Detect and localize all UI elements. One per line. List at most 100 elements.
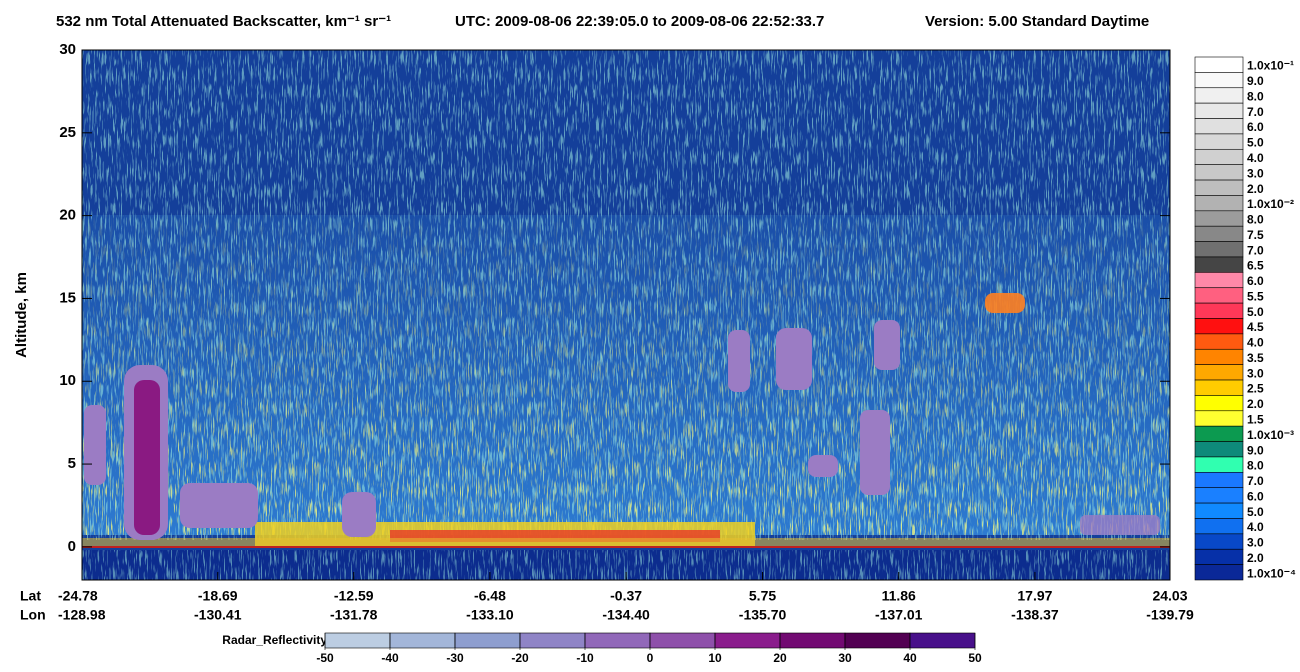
- radar-tick-label: 30: [838, 651, 852, 665]
- y-tick-label: 20: [59, 207, 76, 224]
- colorbar-swatch: [1194, 118, 1244, 135]
- colorbar-swatch: [1194, 241, 1244, 258]
- colorbar-swatch: [1194, 410, 1244, 427]
- colorbar-swatch: [1194, 379, 1244, 396]
- colorbar-swatch: [1194, 179, 1244, 196]
- lon-tick-label: -139.79: [1146, 607, 1194, 623]
- colorbar-label: 9.0: [1247, 443, 1264, 457]
- colorbar-label: 5.0: [1247, 305, 1264, 319]
- radar-tick-label: -10: [576, 651, 594, 665]
- lat-tick-label: -0.37: [610, 588, 642, 604]
- colorbar-label: 1.0x10⁻³: [1247, 428, 1294, 442]
- y-tick-label: 0: [68, 538, 76, 555]
- colorbar-swatch: [1194, 195, 1244, 212]
- radar-swatch: [389, 632, 456, 649]
- radar-tick-label: 0: [647, 651, 654, 665]
- colorbar-swatch: [1194, 164, 1244, 181]
- y-tick-label: 15: [59, 289, 76, 306]
- radar-swatch: [584, 632, 651, 649]
- colorbar-label: 2.0: [1247, 182, 1264, 196]
- colorbar-swatch: [1194, 533, 1244, 550]
- colorbar-swatch: [1194, 102, 1244, 119]
- y-tick-label: 5: [68, 455, 76, 472]
- radar-swatch: [779, 632, 846, 649]
- colorbar-swatch: [1194, 148, 1244, 165]
- colorbar-swatch: [1194, 348, 1244, 365]
- radar-swatch: [519, 632, 586, 649]
- version: Version: 5.00 Standard Daytime: [925, 13, 1149, 30]
- radar-colorbar-title: Radar_Reflectivity: [222, 633, 327, 647]
- y-tick-label: 25: [59, 124, 76, 141]
- colorbar-label: 7.5: [1247, 228, 1264, 242]
- colorbar-swatch: [1194, 487, 1244, 504]
- colorbar-label: 2.0: [1247, 397, 1264, 411]
- y-tick-label: 10: [59, 372, 76, 389]
- radar-tick-label: 10: [708, 651, 722, 665]
- y-axis-label: Altitude, km: [13, 272, 30, 358]
- colorbar-label: 7.0: [1247, 243, 1264, 257]
- colorbar-swatch: [1194, 502, 1244, 519]
- colorbar-label: 2.5: [1247, 382, 1264, 396]
- colorbar-label: 8.0: [1247, 213, 1264, 227]
- colorbar-label: 5.0: [1247, 505, 1264, 519]
- radar-tick-label: -50: [316, 651, 334, 665]
- lon-tick-label: -134.40: [602, 607, 650, 623]
- colorbar-swatch: [1194, 425, 1244, 442]
- lat-tick-label: 5.75: [749, 588, 776, 604]
- colorbar-swatch: [1194, 441, 1244, 458]
- lon-tick-label: -138.37: [1011, 607, 1059, 623]
- lat-tick-label: 24.03: [1152, 588, 1187, 604]
- radar-tick-label: 40: [903, 651, 917, 665]
- utc-range: UTC: 2009-08-06 22:39:05.0 to 2009-08-06…: [455, 13, 824, 30]
- radar-swatch: [649, 632, 716, 649]
- colorbar-label: 6.0: [1247, 274, 1264, 288]
- colorbar-swatch: [1194, 225, 1244, 242]
- colorbar-label: 4.0: [1247, 151, 1264, 165]
- plot-background: [81, 49, 1171, 581]
- radar-tick-label: 50: [968, 651, 982, 665]
- colorbar-swatch: [1194, 548, 1244, 565]
- colorbar-label: 5.0: [1247, 136, 1264, 150]
- lat-tick-label: -24.78: [58, 588, 98, 604]
- colorbar-swatch: [1194, 364, 1244, 381]
- lon-tick-label: -130.41: [194, 607, 242, 623]
- colorbar-label: 4.0: [1247, 520, 1264, 534]
- lat-tick-label: 11.86: [882, 588, 916, 604]
- colorbar-swatch: [1194, 333, 1244, 350]
- lat-tick-label: -18.69: [198, 588, 238, 604]
- radar-tick-label: -30: [446, 651, 464, 665]
- radar-swatch: [714, 632, 781, 649]
- colorbar-label: 1.0x10⁻²: [1247, 197, 1294, 211]
- x-row-label: Lat: [20, 588, 41, 604]
- colorbar-label: 8.0: [1247, 459, 1264, 473]
- colorbar-swatch: [1194, 256, 1244, 273]
- radar-tick-label: 20: [773, 651, 787, 665]
- colorbar-label: 3.5: [1247, 351, 1264, 365]
- colorbar-label: 9.0: [1247, 74, 1264, 88]
- colorbar-swatch: [1194, 456, 1244, 473]
- colorbar-label: 2.0: [1247, 551, 1264, 565]
- colorbar-label: 7.0: [1247, 474, 1264, 488]
- chart-title: 532 nm Total Attenuated Backscatter, km⁻…: [56, 13, 391, 30]
- colorbar-swatch: [1194, 472, 1244, 489]
- lon-tick-label: -137.01: [875, 607, 923, 623]
- lat-tick-label: -6.48: [474, 588, 506, 604]
- colorbar-swatch: [1194, 56, 1244, 73]
- colorbar-swatch: [1194, 210, 1244, 227]
- colorbar-label: 5.5: [1247, 289, 1264, 303]
- colorbar-label: 4.0: [1247, 336, 1264, 350]
- lat-tick-label: -12.59: [334, 588, 374, 604]
- colorbar-swatch: [1194, 302, 1244, 319]
- colorbar-swatch: [1194, 395, 1244, 412]
- colorbar-label: 6.5: [1247, 259, 1264, 273]
- colorbar-label: 7.0: [1247, 105, 1264, 119]
- colorbar-label: 6.0: [1247, 120, 1264, 134]
- colorbar-swatch: [1194, 518, 1244, 535]
- colorbar-label: 3.0: [1247, 366, 1264, 380]
- colorbar-label: 8.0: [1247, 89, 1264, 103]
- colorbar-swatch: [1194, 133, 1244, 150]
- lon-tick-label: -135.70: [739, 607, 787, 623]
- colorbar-label: 6.0: [1247, 489, 1264, 503]
- y-tick-label: 30: [59, 41, 76, 58]
